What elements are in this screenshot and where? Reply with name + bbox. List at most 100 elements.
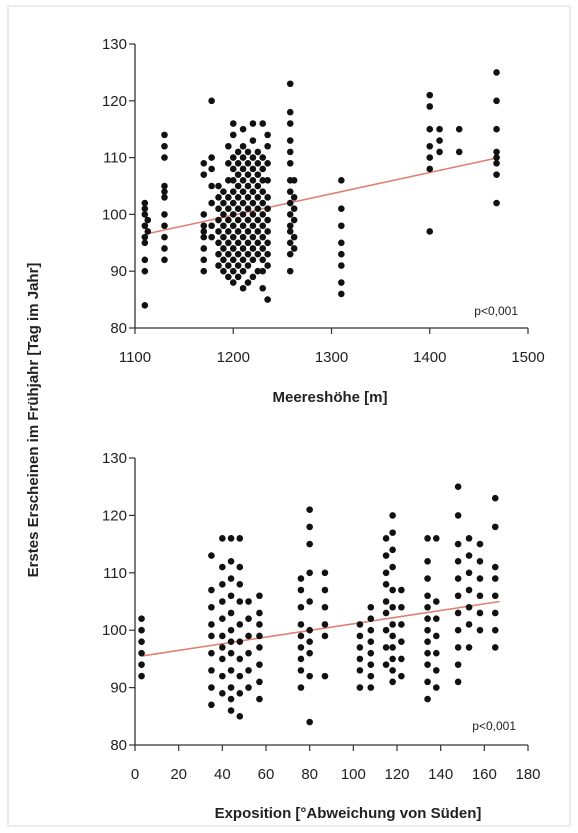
data-point (436, 125, 443, 133)
x-tick-label: 1100 (119, 349, 151, 366)
data-point (234, 171, 242, 178)
data-point (254, 216, 262, 224)
data-point (254, 250, 262, 258)
y-tick-label: 80 (110, 737, 127, 754)
data-point (389, 603, 396, 611)
x-axis-label-exposition: Exposition [°Abweichung von Süden] (215, 805, 482, 822)
data-point (382, 609, 390, 617)
data-point (244, 148, 252, 156)
data-point (239, 284, 247, 292)
data-point (225, 194, 232, 201)
data-point (200, 267, 208, 275)
data-point (234, 148, 242, 156)
data-point (256, 632, 263, 640)
data-point (491, 592, 499, 600)
data-point (398, 638, 405, 645)
data-point (454, 661, 462, 668)
data-point (306, 506, 313, 513)
data-point (220, 245, 227, 252)
data-point (138, 638, 145, 645)
data-point (256, 678, 263, 686)
data-point (321, 621, 329, 628)
data-point (239, 154, 247, 161)
data-point (264, 262, 271, 269)
data-point (286, 211, 294, 218)
data-point (338, 250, 345, 258)
data-point (239, 245, 247, 252)
data-point (259, 120, 267, 127)
data-point (234, 182, 242, 190)
data-point (215, 182, 222, 190)
data-point (227, 638, 235, 645)
data-point (297, 667, 305, 674)
data-point (264, 296, 271, 303)
data-point (239, 177, 247, 184)
data-point (259, 245, 267, 252)
data-point (367, 638, 375, 645)
data-point (426, 103, 434, 110)
x-tick-label: 1300 (315, 349, 348, 366)
data-point (236, 655, 244, 663)
data-point (264, 194, 271, 201)
data-point (215, 250, 222, 258)
y-tick-label: 80 (110, 320, 127, 337)
data-point (286, 250, 294, 258)
data-point (225, 250, 232, 258)
data-point (454, 558, 462, 565)
data-point (225, 273, 232, 281)
data-point (367, 603, 375, 611)
data-point (208, 165, 215, 173)
data-point (454, 592, 462, 600)
data-point (259, 267, 267, 275)
data-point (465, 586, 473, 594)
p-value-annotation-exposition: p<0,001 (472, 719, 516, 733)
data-point (398, 655, 405, 663)
data-point (208, 154, 215, 161)
data-point (259, 222, 267, 230)
data-point (219, 580, 226, 588)
data-point (244, 262, 252, 269)
data-point (426, 91, 434, 99)
data-point (200, 222, 208, 230)
data-point (225, 177, 232, 184)
data-point (245, 649, 252, 657)
data-point (234, 216, 242, 224)
data-point (259, 188, 267, 195)
y-tick-label: 110 (103, 150, 127, 167)
data-point (367, 661, 375, 668)
data-point (297, 586, 305, 594)
data-point (161, 188, 168, 195)
data-point (219, 563, 226, 571)
data-point (476, 609, 484, 617)
data-point (433, 615, 440, 623)
data-point (208, 667, 215, 674)
data-point (138, 615, 145, 623)
data-point (426, 142, 434, 150)
data-point (254, 171, 262, 178)
data-point (321, 632, 329, 640)
data-point (220, 233, 227, 241)
data-point (249, 273, 257, 281)
data-point (239, 142, 247, 150)
data-point (200, 233, 208, 241)
data-point (465, 569, 473, 577)
data-point (367, 626, 375, 634)
data-point (454, 644, 462, 651)
data-point (208, 684, 215, 691)
data-point (465, 603, 473, 611)
data-point (297, 684, 305, 691)
data-point (244, 216, 252, 224)
data-point (256, 661, 263, 668)
data-point (426, 228, 434, 235)
data-point (389, 563, 396, 571)
data-point (239, 222, 247, 230)
data-point (236, 563, 244, 571)
data-point (382, 535, 390, 542)
data-point (297, 621, 305, 628)
data-point (382, 552, 390, 559)
data-point (219, 655, 226, 663)
data-point (254, 182, 262, 190)
data-point (141, 301, 149, 309)
data-point (476, 558, 484, 565)
data-point (290, 245, 298, 252)
